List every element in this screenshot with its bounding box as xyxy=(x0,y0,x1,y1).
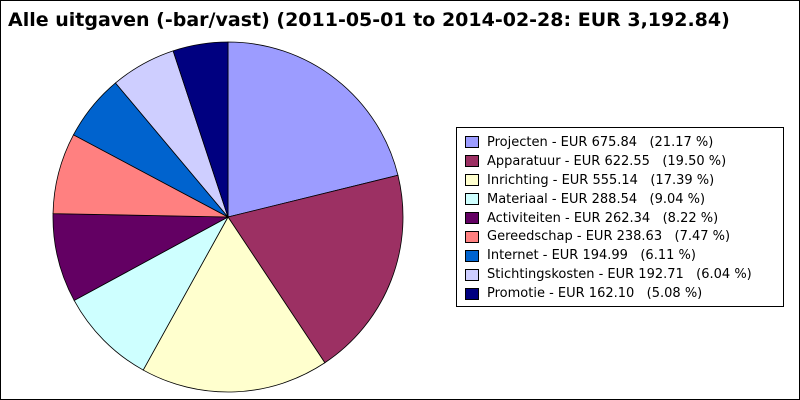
legend-swatch-7 xyxy=(465,268,479,281)
legend-item-1: Apparatuur - EUR 622.55 (19.50 %) xyxy=(457,152,783,171)
legend-label-7: Stichtingskosten - EUR 192.71 (6.04 %) xyxy=(487,267,752,283)
legend-label-0: Projecten - EUR 675.84 (21.17 %) xyxy=(487,134,714,150)
chart-title: Alle uitgaven (-bar/vast) (2011-05-01 to… xyxy=(8,9,730,31)
legend-item-3: Materiaal - EUR 288.54 (9.04 %) xyxy=(457,190,783,209)
legend-swatch-5 xyxy=(465,230,479,243)
legend-label-5: Gereedschap - EUR 238.63 (7.47 %) xyxy=(487,229,731,245)
pie-slice-4 xyxy=(52,213,230,301)
legend-item-7: Stichtingskosten - EUR 192.71 (6.04 %) xyxy=(457,265,783,284)
legend-label-1: Apparatuur - EUR 622.55 (19.50 %) xyxy=(487,153,727,169)
legend-item-4: Activiteiten - EUR 262.34 (8.22 %) xyxy=(457,209,783,228)
legend-label-3: Materiaal - EUR 288.54 (9.04 %) xyxy=(487,191,706,207)
legend-item-0: Projecten - EUR 675.84 (21.17 %) xyxy=(457,133,783,152)
legend: Projecten - EUR 675.84 (21.17 %) Apparatu… xyxy=(456,127,784,307)
legend-swatch-2 xyxy=(465,174,479,187)
legend-swatch-8 xyxy=(465,287,479,300)
pie-slice-0 xyxy=(227,41,399,218)
legend-swatch-1 xyxy=(465,155,479,168)
pie-slice-8 xyxy=(172,41,229,218)
pie-slice-1 xyxy=(227,174,404,364)
legend-item-8: Promotie - EUR 162.10 (5.08 %) xyxy=(457,284,783,303)
legend-label-6: Internet - EUR 194.99 (6.11 %) xyxy=(487,248,696,264)
legend-item-2: Inrichting - EUR 555.14 (17.39 %) xyxy=(457,171,783,190)
legend-item-6: Internet - EUR 194.99 (6.11 %) xyxy=(457,246,783,265)
pie-slice-2 xyxy=(142,216,326,393)
legend-swatch-4 xyxy=(465,212,479,224)
legend-item-5: Gereedschap - EUR 238.63 (7.47 %) xyxy=(457,227,783,246)
legend-swatch-3 xyxy=(465,193,479,206)
legend-label-8: Promotie - EUR 162.10 (5.08 %) xyxy=(487,286,703,302)
pie-slice-3 xyxy=(73,215,230,371)
legend-label-4: Activiteiten - EUR 262.34 (8.22 %) xyxy=(487,210,719,226)
legend-label-2: Inrichting - EUR 555.14 (17.39 %) xyxy=(487,172,715,188)
legend-swatch-6 xyxy=(465,249,479,262)
legend-swatch-0 xyxy=(465,136,479,149)
